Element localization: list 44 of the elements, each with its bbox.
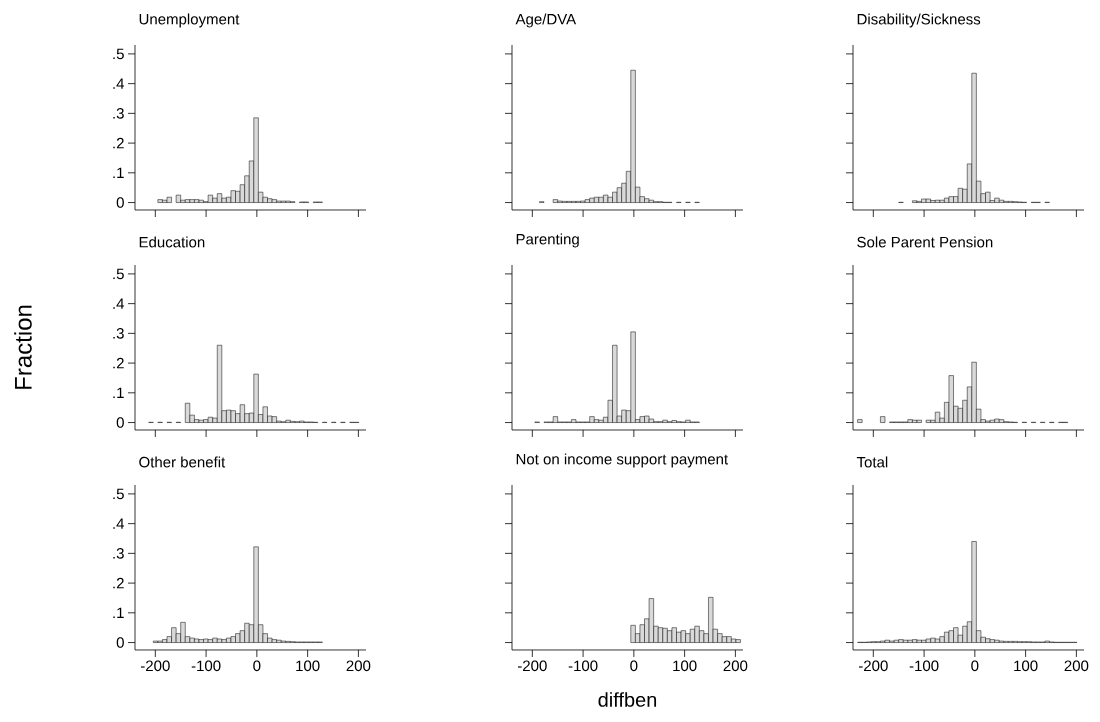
chart-title: Total <box>856 456 888 468</box>
x-tick-label: 200 <box>723 660 748 672</box>
chart-title: Parenting <box>516 233 579 248</box>
y-tick-label: .4 <box>113 518 125 529</box>
y-tick-label: .1 <box>113 387 124 398</box>
chart-title: Education <box>139 236 205 248</box>
y-tick-label: .5 <box>113 48 124 60</box>
y-axis-title: Fraction <box>14 305 32 389</box>
chart-title: Unemployment <box>139 13 240 28</box>
x-axis-title: diffben <box>598 692 657 707</box>
x-tick-label: 0 <box>630 660 638 672</box>
x-tick-label: -200 <box>517 660 547 672</box>
y-tick-label: .2 <box>113 137 124 149</box>
y-tick-label: 0 <box>116 197 124 208</box>
y-tick-label: .1 <box>113 607 124 618</box>
y-tick-label: .3 <box>113 328 124 339</box>
y-tick-label: .3 <box>113 548 124 559</box>
x-tick-label: 200 <box>1064 660 1089 672</box>
y-tick-label: .4 <box>113 78 125 89</box>
x-tick-label: -100 <box>568 660 598 672</box>
x-tick-label: 100 <box>673 660 697 672</box>
x-tick-label: -200 <box>858 660 888 672</box>
x-tick-label: 100 <box>296 660 320 672</box>
chart-title: Not on income support payment <box>516 453 729 468</box>
chart-title: Other benefit <box>139 456 226 468</box>
y-tick-label: .2 <box>113 577 124 589</box>
chart-title: Disability/Sickness <box>857 13 981 28</box>
x-tick-label: -100 <box>191 660 221 672</box>
x-tick-label: 200 <box>346 660 371 672</box>
chart-title: Age/DVA <box>515 13 577 28</box>
y-tick-label: .5 <box>113 268 124 280</box>
y-tick-label: .5 <box>113 488 124 500</box>
y-tick-label: 0 <box>116 637 124 648</box>
x-tick-label: 0 <box>971 660 979 672</box>
y-tick-label: .3 <box>113 108 124 119</box>
x-tick-label: -100 <box>909 660 939 672</box>
chart-title: Sole Parent Pension <box>857 236 993 248</box>
y-tick-label: .2 <box>113 357 124 369</box>
y-tick-label: .4 <box>113 298 125 309</box>
y-tick-label: .1 <box>113 167 124 178</box>
y-tick-label: 0 <box>116 417 124 428</box>
x-tick-label: -200 <box>140 660 170 672</box>
x-tick-label: 100 <box>1014 660 1038 672</box>
x-tick-label: 0 <box>253 660 261 672</box>
